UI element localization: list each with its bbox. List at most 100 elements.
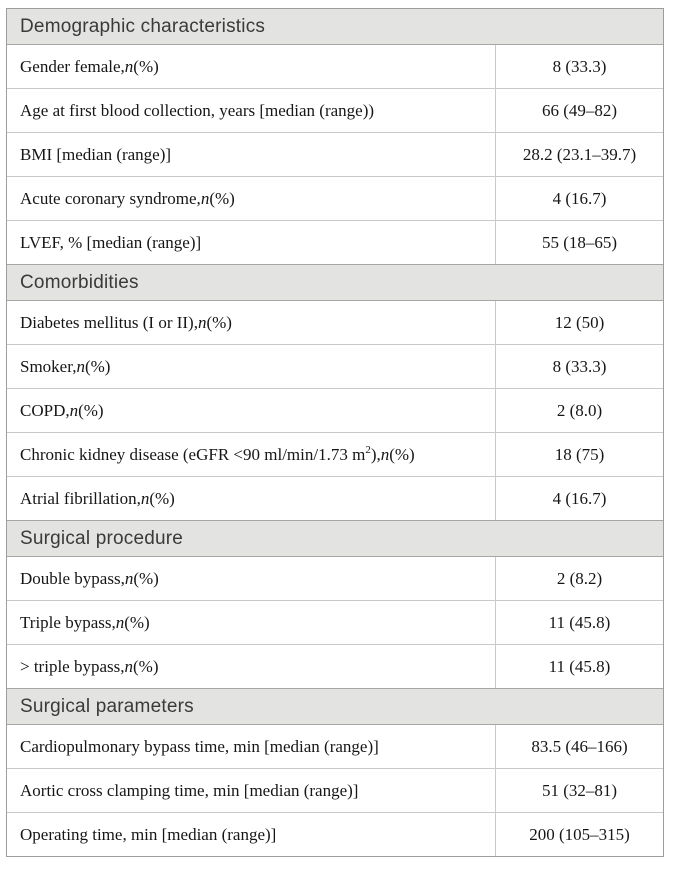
section-header: Comorbidities [7, 264, 663, 301]
row-label: Diabetes mellitus (I or II), n (%) [7, 301, 495, 344]
row-label: Age at first blood collection, years [me… [7, 89, 495, 132]
label-text-run: (%) [389, 444, 415, 464]
label-text-run: n [197, 312, 207, 332]
label-text-run: (%) [133, 56, 159, 76]
section-rows: Double bypass, n (%) 2 (8.2) Triple bypa… [7, 557, 663, 688]
table-row: COPD, n (%) 2 (8.0) [7, 388, 663, 432]
table-section: Comorbidities Diabetes mellitus (I or II… [7, 264, 663, 520]
section-header-label: Comorbidities [20, 271, 139, 293]
row-label: Atrial fibrillation, n (%) [7, 477, 495, 520]
section-header-label: Demographic characteristics [20, 15, 266, 37]
label-text-run: Operating time, min [median (range)] [20, 824, 277, 844]
section-rows: Cardiopulmonary bypass time, min [median… [7, 725, 663, 856]
table-row: Diabetes mellitus (I or II), n (%) 12 (5… [7, 301, 663, 344]
row-value: 11 (45.8) [495, 645, 663, 688]
table-row: Aortic cross clamping time, min [median … [7, 768, 663, 812]
row-value: 200 (105–315) [495, 813, 663, 856]
row-label: Operating time, min [median (range)] [7, 813, 495, 856]
label-text-run: Diabetes mellitus (I or II), [20, 312, 198, 332]
row-value: 12 (50) [495, 301, 663, 344]
table-row: BMI [median (range)] 28.2 (23.1–39.7) [7, 132, 663, 176]
label-text-run: n [380, 444, 390, 464]
table-row: Operating time, min [median (range)] 200… [7, 812, 663, 856]
label-text-run: Triple bypass, [20, 612, 116, 632]
label-text-run: LVEF, % [median (range)] [20, 232, 202, 252]
table-row: Triple bypass, n (%) 11 (45.8) [7, 600, 663, 644]
row-value: 18 (75) [495, 433, 663, 476]
label-text-run: > triple bypass, [20, 656, 125, 676]
label-text-run: Aortic cross clamping time, min [median … [20, 780, 359, 800]
section-header: Surgical parameters [7, 688, 663, 725]
table-section: Surgical parameters Cardiopulmonary bypa… [7, 688, 663, 856]
section-header-label: Surgical procedure [20, 527, 184, 549]
row-label: BMI [median (range)] [7, 133, 495, 176]
row-label: Triple bypass, n (%) [7, 601, 495, 644]
row-label: Chronic kidney disease (eGFR <90 ml/min/… [7, 433, 495, 476]
table-row: Smoker, n (%) 8 (33.3) [7, 344, 663, 388]
row-label: Double bypass, n (%) [7, 557, 495, 600]
label-text-run: n [200, 188, 210, 208]
row-label: Cardiopulmonary bypass time, min [median… [7, 725, 495, 768]
table-row: Acute coronary syndrome, n (%) 4 (16.7) [7, 176, 663, 220]
table-section: Demographic characteristics Gender femal… [7, 9, 663, 264]
label-text-run: COPD, [20, 400, 70, 420]
table-row: LVEF, % [median (range)] 55 (18–65) [7, 220, 663, 264]
label-text-run: n [124, 56, 134, 76]
label-text-run: (%) [84, 356, 111, 376]
section-header: Demographic characteristics [7, 9, 663, 45]
row-value: 4 (16.7) [495, 177, 663, 220]
row-value: 8 (33.3) [495, 345, 663, 388]
label-text-run: (%) [124, 612, 150, 632]
label-text-run: (%) [133, 568, 159, 588]
label-text-run: n [115, 612, 125, 632]
table-row: Age at first blood collection, years [me… [7, 88, 663, 132]
label-text-run: BMI [median (range)] [20, 144, 172, 164]
row-value: 2 (8.0) [495, 389, 663, 432]
row-label: COPD, n (%) [7, 389, 495, 432]
table-row: > triple bypass, n (%) 11 (45.8) [7, 644, 663, 688]
label-text-run: Double bypass, [20, 568, 125, 588]
row-value: 2 (8.2) [495, 557, 663, 600]
row-value: 66 (49–82) [495, 89, 663, 132]
row-value: 4 (16.7) [495, 477, 663, 520]
row-value: 83.5 (46–166) [495, 725, 663, 768]
row-value: 28.2 (23.1–39.7) [495, 133, 663, 176]
row-value: 11 (45.8) [495, 601, 663, 644]
row-value: 51 (32–81) [495, 769, 663, 812]
table-row: Cardiopulmonary bypass time, min [median… [7, 725, 663, 768]
label-text-run: Age at first blood collection, years [me… [20, 100, 375, 120]
row-value: 8 (33.3) [495, 45, 663, 88]
label-text-run: Smoker, [20, 356, 77, 376]
label-text-run: n [69, 400, 79, 420]
label-text-run: n [76, 356, 85, 376]
row-label: Smoker, n (%) [7, 345, 495, 388]
label-text-run: 2 [365, 443, 371, 456]
label-text-run: Chronic kidney disease (eGFR <90 ml/min/… [20, 444, 366, 464]
table-row: Double bypass, n (%) 2 (8.2) [7, 557, 663, 600]
label-text-run: (%) [209, 188, 235, 208]
row-label: Aortic cross clamping time, min [median … [7, 769, 495, 812]
label-text-run: Atrial fibrillation, [20, 488, 141, 508]
row-label: Acute coronary syndrome, n (%) [7, 177, 495, 220]
row-label: > triple bypass, n (%) [7, 645, 495, 688]
label-text-run: (%) [206, 312, 232, 332]
label-text-run: (%) [78, 400, 104, 420]
section-header: Surgical procedure [7, 520, 663, 557]
section-rows: Diabetes mellitus (I or II), n (%) 12 (5… [7, 301, 663, 520]
row-value: 55 (18–65) [495, 221, 663, 264]
label-text-run: (%) [133, 656, 159, 676]
row-label: LVEF, % [median (range)] [7, 221, 495, 264]
label-text-run: n [140, 488, 150, 508]
table-row: Chronic kidney disease (eGFR <90 ml/min/… [7, 432, 663, 476]
label-text-run: Cardiopulmonary bypass time, min [median… [20, 736, 379, 756]
row-label: Gender female, n (%) [7, 45, 495, 88]
characteristics-table: Demographic characteristics Gender femal… [6, 8, 664, 857]
label-text-run: Acute coronary syndrome, [20, 188, 201, 208]
table-row: Gender female, n (%) 8 (33.3) [7, 45, 663, 88]
label-text-run: n [124, 568, 134, 588]
label-text-run: n [124, 656, 134, 676]
table-section: Surgical procedure Double bypass, n (%) … [7, 520, 663, 688]
section-rows: Gender female, n (%) 8 (33.3) Age at fir… [7, 45, 663, 264]
label-text-run: (%) [149, 488, 175, 508]
label-text-run: Gender female, [20, 56, 125, 76]
